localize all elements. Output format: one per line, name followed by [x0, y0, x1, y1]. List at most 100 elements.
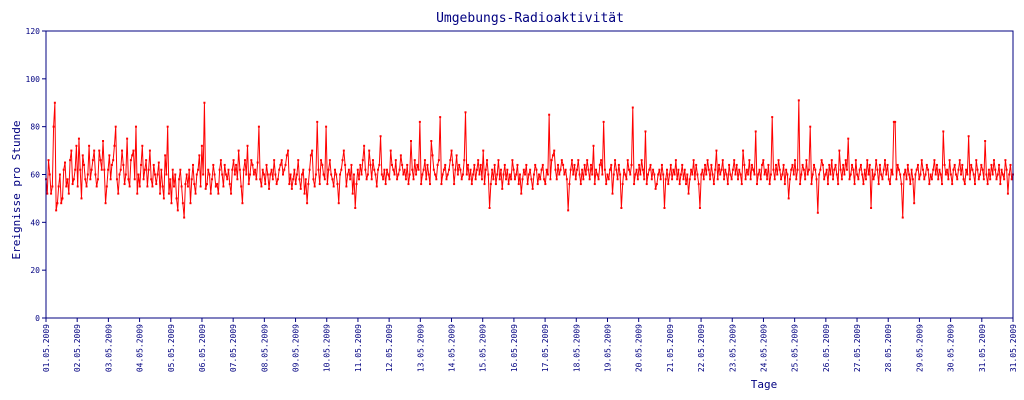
x-tick-label: 01.05.2009 [42, 324, 51, 372]
data-point [249, 173, 252, 176]
data-point [401, 163, 404, 166]
data-point [966, 173, 969, 176]
data-point [596, 173, 599, 176]
data-point [617, 163, 620, 166]
data-point [961, 163, 964, 166]
data-point [268, 187, 271, 190]
data-point [259, 178, 262, 181]
data-point [469, 168, 472, 171]
x-tick-label: 09.05.2009 [292, 324, 301, 372]
data-point [115, 178, 118, 181]
data-point [595, 168, 598, 171]
data-point [859, 163, 862, 166]
data-point [486, 159, 489, 162]
data-point [892, 120, 895, 123]
data-point [80, 197, 83, 200]
data-point [842, 163, 845, 166]
data-point [913, 202, 916, 205]
data-point [384, 183, 387, 186]
data-point [951, 183, 954, 186]
data-point [256, 161, 259, 164]
data-point [835, 173, 838, 176]
data-point [368, 149, 371, 152]
data-point [539, 178, 542, 181]
data-point [478, 173, 481, 176]
data-point [284, 163, 287, 166]
data-point [747, 173, 750, 176]
data-point [70, 149, 73, 152]
x-tick-label: 14.05.2009 [448, 324, 457, 372]
data-point [583, 163, 586, 166]
data-point [109, 178, 112, 181]
data-point [532, 173, 535, 176]
data-point [570, 159, 573, 162]
data-point [720, 168, 723, 171]
data-point [167, 192, 170, 195]
data-point [195, 173, 198, 176]
data-point [444, 163, 447, 166]
data-point [962, 178, 965, 181]
data-point [298, 178, 301, 181]
data-point [987, 168, 990, 171]
data-point [84, 178, 87, 181]
data-point [113, 144, 116, 147]
data-point [944, 173, 947, 176]
data-point [192, 163, 195, 166]
data-point [242, 168, 245, 171]
data-point [340, 168, 343, 171]
data-point [787, 197, 790, 200]
data-point [67, 192, 70, 195]
data-point [275, 183, 278, 186]
data-point [802, 168, 805, 171]
data-point [93, 149, 96, 152]
data-point [616, 178, 619, 181]
data-point [425, 178, 428, 181]
data-point [885, 173, 888, 176]
data-point [205, 183, 208, 186]
data-point [79, 168, 82, 171]
data-point [673, 173, 676, 176]
data-point [880, 173, 883, 176]
data-point [482, 149, 485, 152]
data-point [640, 159, 643, 162]
data-point [800, 173, 803, 176]
data-point [825, 168, 828, 171]
data-point [146, 185, 149, 188]
data-point [484, 168, 487, 171]
data-point [178, 178, 181, 181]
data-point [664, 178, 667, 181]
data-point [702, 178, 705, 181]
data-point [887, 178, 890, 181]
data-point [165, 173, 168, 176]
data-point [358, 178, 361, 181]
data-point [51, 185, 54, 188]
data-point [397, 173, 400, 176]
data-point [996, 173, 999, 176]
data-point [848, 178, 851, 181]
data-point [332, 185, 335, 188]
data-point [83, 163, 86, 166]
data-point [387, 173, 390, 176]
data-point [715, 149, 718, 152]
data-point [262, 173, 265, 176]
data-point [203, 101, 206, 104]
data-point [536, 183, 539, 186]
data-point [807, 168, 810, 171]
data-point [181, 202, 184, 205]
data-point [488, 206, 491, 209]
data-point [972, 173, 975, 176]
data-point [749, 178, 752, 181]
data-point [370, 178, 373, 181]
data-point [574, 178, 577, 181]
data-point [612, 173, 615, 176]
data-point [255, 178, 258, 181]
data-point [717, 163, 720, 166]
data-point [728, 163, 731, 166]
data-point [994, 168, 997, 171]
data-point [174, 173, 177, 176]
data-point [858, 168, 861, 171]
data-point [649, 163, 652, 166]
data-point [592, 144, 595, 147]
data-point [551, 154, 554, 157]
data-point [804, 178, 807, 181]
